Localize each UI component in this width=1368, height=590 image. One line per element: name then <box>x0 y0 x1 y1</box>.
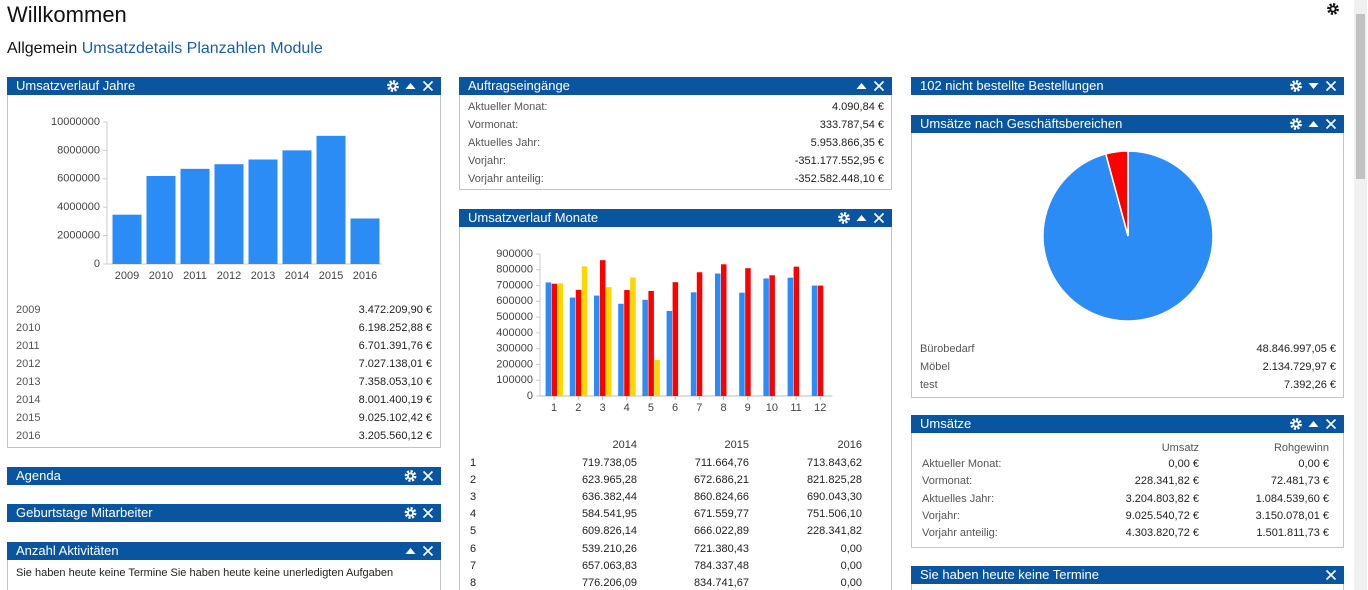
row-value: 7.358.053,10 € <box>32 375 432 389</box>
row-value: 48.846.997,05 € <box>936 342 1336 356</box>
panel-body <box>911 584 1344 590</box>
column-header: Rohgewinn <box>929 441 1329 455</box>
page-title: Willkommen <box>7 2 127 28</box>
gear-icon[interactable] <box>1330 6 1335 11</box>
panel-title: Agenda <box>16 468 61 484</box>
panel-title: Umsätze <box>920 416 971 432</box>
row-value: 821.825,28 <box>462 473 862 487</box>
row-value: 0,00 <box>462 542 862 556</box>
row-value: 751.506,10 <box>462 507 862 521</box>
gear-icon[interactable] <box>1328 4 1337 13</box>
panel-title: Anzahl Aktivitäten <box>16 543 119 559</box>
row-value: 0,00 <box>462 576 862 590</box>
row-value: 3.472.209,90 € <box>32 303 432 317</box>
tab[interactable]: Allgemein <box>7 40 77 57</box>
panel-title: Geburtstage Mitarbeiter <box>16 505 153 521</box>
row-value: 72.481,73 € <box>929 474 1329 488</box>
row-value: 7.027.138,01 € <box>32 357 432 371</box>
row-value: 7.392,26 € <box>936 378 1336 392</box>
row-value: -351.177.552,95 € <box>484 154 884 168</box>
column-header: 2016 <box>462 438 862 452</box>
row-value: 0,00 <box>462 559 862 573</box>
row-value: -352.582.448,10 € <box>484 172 884 186</box>
row-value: 713.843,62 <box>462 456 862 470</box>
row-value: 1.084.539,60 € <box>929 492 1329 506</box>
panel-title: 102 nicht bestellte Bestellungen <box>920 78 1104 94</box>
panel-title: Auftragseingänge <box>468 78 570 94</box>
row-value: 0,00 € <box>929 457 1329 471</box>
row-value: 9.025.102,42 € <box>32 411 432 425</box>
panel-title: Umsätze nach Geschäftsbereichen <box>920 116 1122 132</box>
row-value: 1.501.811,73 € <box>929 526 1329 540</box>
row-value: 6.701.391,76 € <box>32 339 432 353</box>
row-value: 4.090,84 € <box>484 100 884 114</box>
row-value: 333.787,54 € <box>484 118 884 132</box>
row-value: 3.150.078,01 € <box>929 509 1329 523</box>
tab[interactable]: Module <box>270 40 322 57</box>
scroll-thumb[interactable] <box>1356 14 1365 179</box>
tab-bar: Allgemein Umsatzdetails Planzahlen Modul… <box>7 40 323 58</box>
row-value: 5.953.866,35 € <box>484 136 884 150</box>
tab[interactable]: Planzahlen <box>187 40 266 57</box>
row-value: 8.001.400,19 € <box>32 393 432 407</box>
panel-body <box>911 133 1344 398</box>
page-scrollbar[interactable] <box>1354 0 1367 590</box>
row-value: 2.134.729,97 € <box>936 360 1336 374</box>
panel-header <box>911 415 1344 433</box>
panel-title: Umsatzverlauf Jahre <box>16 78 135 94</box>
tab[interactable]: Umsatzdetails <box>82 40 182 57</box>
row-value: 690.043,30 <box>462 490 862 504</box>
row-value: 228.341,82 <box>462 524 862 538</box>
row-value: 6.198.252,88 € <box>32 321 432 335</box>
panel-title: Umsatzverlauf Monate <box>468 210 598 226</box>
panel-title: Sie haben heute keine Termine <box>920 567 1099 583</box>
